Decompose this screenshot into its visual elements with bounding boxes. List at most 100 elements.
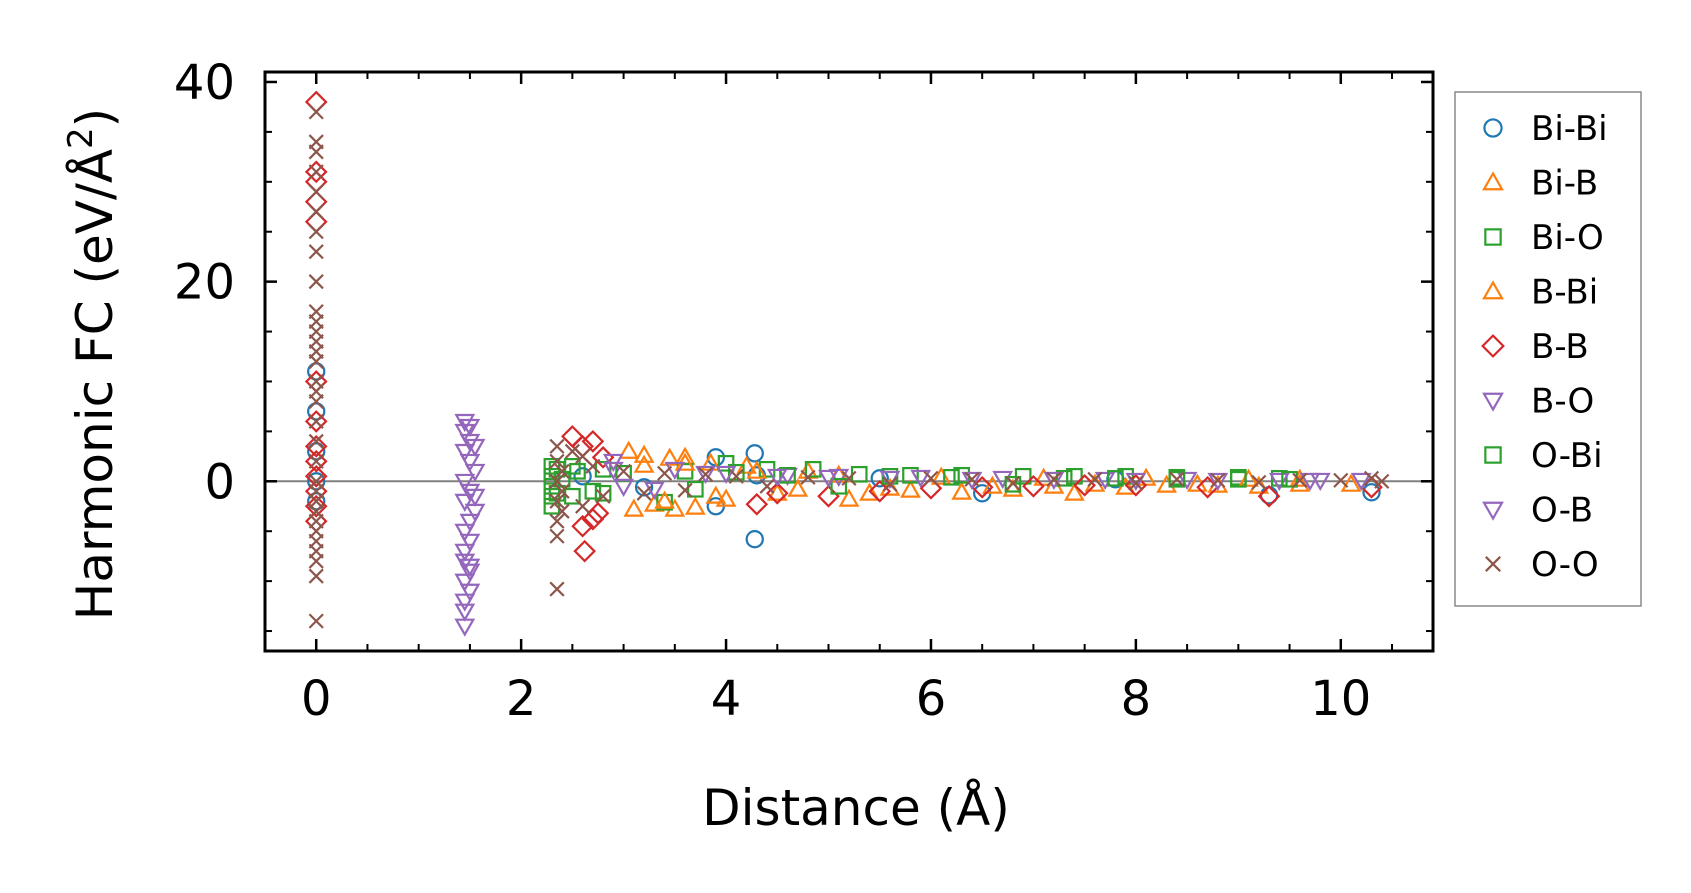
data-point [745,492,769,516]
data-point [1350,472,1372,492]
data-point [584,482,602,500]
data-point [923,470,939,486]
legend-label: O-B [1531,491,1593,531]
data-point [705,485,727,504]
data-point [304,494,328,518]
data-point [787,478,809,497]
y-tick-label: 40 [174,55,235,111]
data-point [818,469,839,489]
data-point [1066,467,1083,485]
data-point [779,466,796,484]
data-point [454,413,476,433]
data-point [464,438,486,458]
data-point [459,453,481,473]
data-point [633,444,655,463]
data-point [454,543,476,562]
data-point [304,210,328,234]
data-point [308,433,324,449]
data-point [459,483,481,502]
data-point [308,453,324,469]
data-point [307,402,326,421]
legend: Bi-Bi Bi-B Bi-O B-Bi B-B B-O O-Bi O-B O-O [1454,91,1642,607]
data-point [1125,472,1147,492]
data-point [717,454,735,472]
data-point [636,485,652,501]
data-point [697,466,714,482]
data-point [964,471,980,487]
x-tick-label: 10 [1310,671,1371,727]
data-point [307,442,326,461]
data-point [746,460,768,479]
data-point [830,477,848,495]
data-point [951,481,973,500]
data-point [464,463,486,483]
data-point [464,488,486,507]
data-point [676,462,694,480]
data-point [1257,484,1281,508]
data-point [307,362,326,381]
data-point [571,514,594,538]
legend-marker [1482,280,1504,300]
data-point [1043,471,1065,491]
data-point [870,469,889,488]
data-point [616,463,632,479]
data-point [549,513,565,529]
data-point [308,144,324,160]
data-point [564,443,580,459]
data-point [745,530,764,549]
data-point [1169,471,1185,487]
x-axis-label: Distance (Å) [702,779,1010,837]
data-point [841,470,857,486]
data-point [1055,469,1073,487]
data-point [1107,469,1124,487]
data-point [595,488,611,504]
y-tick-label: 20 [174,255,235,311]
data-point [745,444,764,463]
data-point [602,461,624,481]
data-point [664,461,686,481]
data-point [573,467,592,486]
data-point [543,457,561,475]
data-point [549,493,565,509]
data-point [1299,472,1321,492]
data-point [549,453,565,469]
data-point [308,568,324,584]
data-point [618,440,640,459]
data-point [602,453,624,473]
data-point [1210,472,1226,488]
series-b-o [454,413,1331,637]
data-point [1292,472,1308,488]
data-point [727,463,745,481]
data-point [817,484,840,508]
data-point [304,190,328,214]
data-point [464,503,486,522]
series-o-b [459,418,1372,577]
data-point [454,493,476,512]
data-point [586,501,610,525]
data-point [634,478,654,497]
data-point [613,478,634,498]
data-point [304,435,328,458]
data-point [308,393,324,410]
data-point [1128,475,1144,491]
data-point [766,468,788,488]
data-point [304,464,328,488]
data-point [569,462,586,480]
y-axis-label-main: Harmonic FC (eV/Å [66,149,124,620]
data-point [308,244,324,260]
x-tick-label: 4 [711,671,742,727]
data-point [633,454,655,473]
data-point [308,413,324,429]
data-point [961,471,983,491]
legend-marker [1482,171,1504,191]
data-point [459,513,481,532]
data-point [654,490,675,509]
data-point [549,581,565,597]
data-point [1005,475,1021,491]
legend-label: B-O [1531,382,1594,422]
data-point [1281,470,1298,488]
data-point [930,466,952,485]
data-point [454,443,476,463]
data-point [459,583,481,602]
data-point [1124,473,1148,497]
